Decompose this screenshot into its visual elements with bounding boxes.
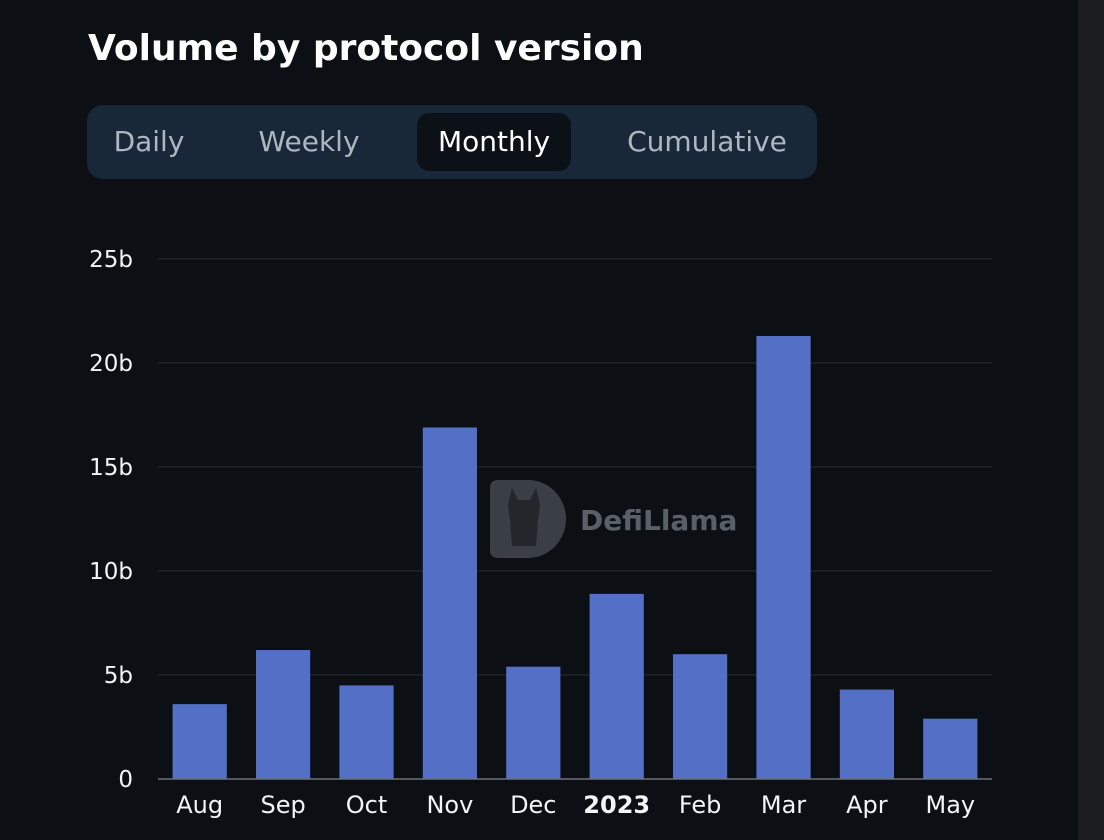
bar-2023[interactable] [589, 593, 644, 779]
x-tick-label: Apr [846, 791, 888, 819]
y-tick-label: 10b [89, 559, 133, 585]
x-tick-label: Dec [510, 791, 556, 819]
x-tick-label: 2023 [583, 791, 650, 819]
y-tick-label: 5b [104, 663, 133, 689]
interval-tabs: Daily Weekly Monthly Cumulative [87, 105, 817, 179]
tab-weekly[interactable]: Weekly [258, 125, 360, 158]
bar-oct[interactable] [339, 685, 394, 779]
bar-dec[interactable] [506, 666, 561, 779]
x-axis-ticks: Aug Sep Oct Nov Dec 2023 Feb Mar Apr May [176, 791, 975, 819]
tab-cumulative[interactable]: Cumulative [627, 125, 787, 158]
y-tick-label: 20b [89, 351, 133, 377]
bar-may[interactable] [923, 718, 978, 779]
x-tick-label: Sep [260, 791, 305, 819]
x-tick-label: Nov [426, 791, 473, 819]
bar-mar[interactable] [756, 335, 811, 779]
y-tick-label: 15b [89, 455, 133, 481]
bars [172, 335, 978, 779]
bar-apr[interactable] [839, 689, 895, 779]
bar-aug[interactable] [172, 704, 227, 779]
watermark: DefiLlama [490, 480, 737, 558]
watermark-text: DefiLlama [580, 504, 737, 537]
grid-lines [158, 258, 992, 676]
llama-head-icon [508, 488, 540, 546]
scrollbar-track[interactable] [1078, 0, 1104, 840]
y-tick-label: 25b [89, 247, 133, 273]
y-tick-label: 0 [118, 767, 133, 793]
bar-sep[interactable] [255, 650, 311, 779]
chart-title: Volume by protocol version [88, 28, 644, 69]
bar-nov[interactable] [422, 427, 478, 779]
bar-feb[interactable] [672, 654, 728, 779]
x-tick-label: Feb [679, 791, 722, 819]
x-tick-label: Aug [176, 791, 223, 819]
y-axis-ticks: 0 5b 10b 15b 20b 25b [89, 247, 133, 793]
x-tick-label: Mar [761, 791, 806, 819]
tab-daily[interactable]: Daily [113, 125, 185, 158]
tab-monthly[interactable]: Monthly [417, 113, 571, 171]
x-tick-label: May [925, 791, 975, 819]
x-tick-label: Oct [346, 791, 388, 819]
